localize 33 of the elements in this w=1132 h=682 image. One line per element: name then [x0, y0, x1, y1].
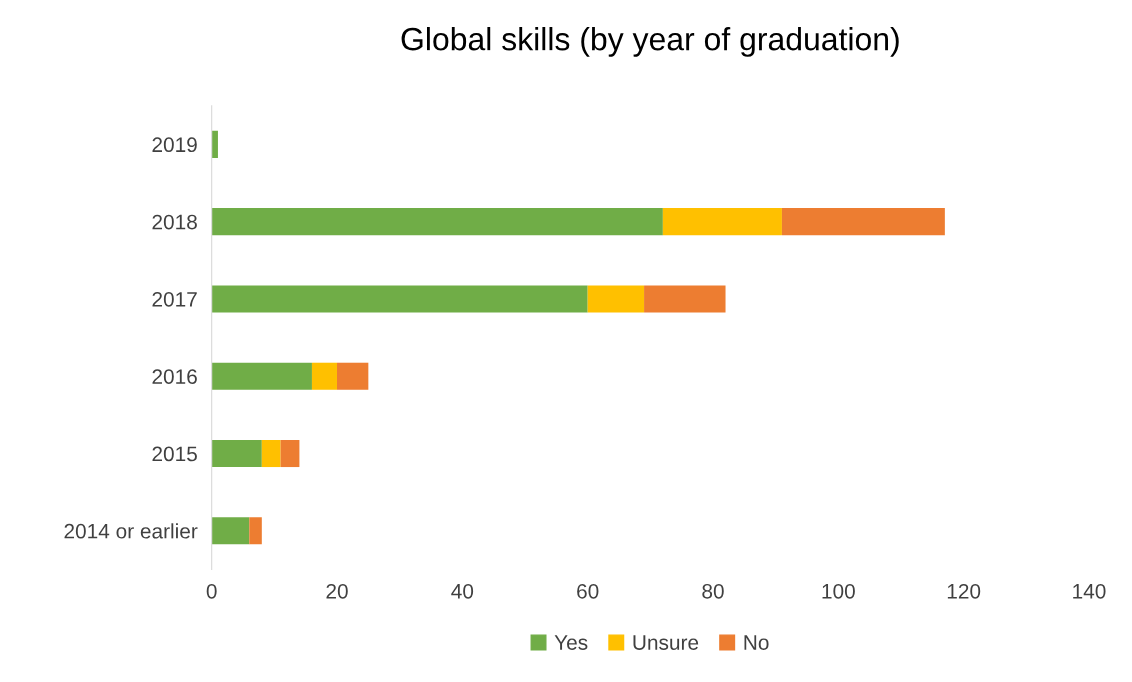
bar	[211, 130, 218, 158]
x-tick-label: 80	[702, 583, 724, 599]
bar	[211, 362, 312, 390]
x-tick-label: 60	[577, 583, 599, 599]
bar	[211, 285, 588, 313]
y-tick-label: 2019	[152, 137, 197, 153]
bar	[261, 440, 281, 468]
x-tick-label: 140	[1073, 583, 1106, 599]
bar	[781, 208, 945, 236]
bar	[211, 517, 250, 545]
x-tick-label: 0	[206, 583, 217, 599]
legend-label: Unsure	[633, 635, 699, 650]
y-tick-label: 2016	[152, 369, 197, 384]
y-tick-label: 2015	[152, 446, 197, 462]
legend-label: Yes	[554, 635, 588, 650]
y-tick-label: 2018	[152, 214, 197, 230]
bar	[662, 208, 782, 236]
bar	[249, 517, 262, 545]
x-tick-label: 40	[451, 583, 474, 599]
bar	[337, 362, 369, 390]
bar	[311, 362, 338, 390]
x-tick-label: 120	[947, 583, 981, 599]
x-tick-label: 100	[822, 583, 855, 599]
y-tick-label: 2017	[152, 291, 197, 307]
bar	[644, 285, 726, 313]
chart-title: Global skills (by year of graduation)	[401, 27, 899, 57]
legend-label: No	[744, 635, 769, 650]
bar	[280, 440, 300, 468]
bar	[587, 285, 645, 313]
y-tick-label: 2014 or earlier	[64, 523, 198, 539]
x-tick-label: 20	[326, 583, 348, 599]
bar	[211, 208, 663, 236]
bar	[211, 440, 262, 468]
